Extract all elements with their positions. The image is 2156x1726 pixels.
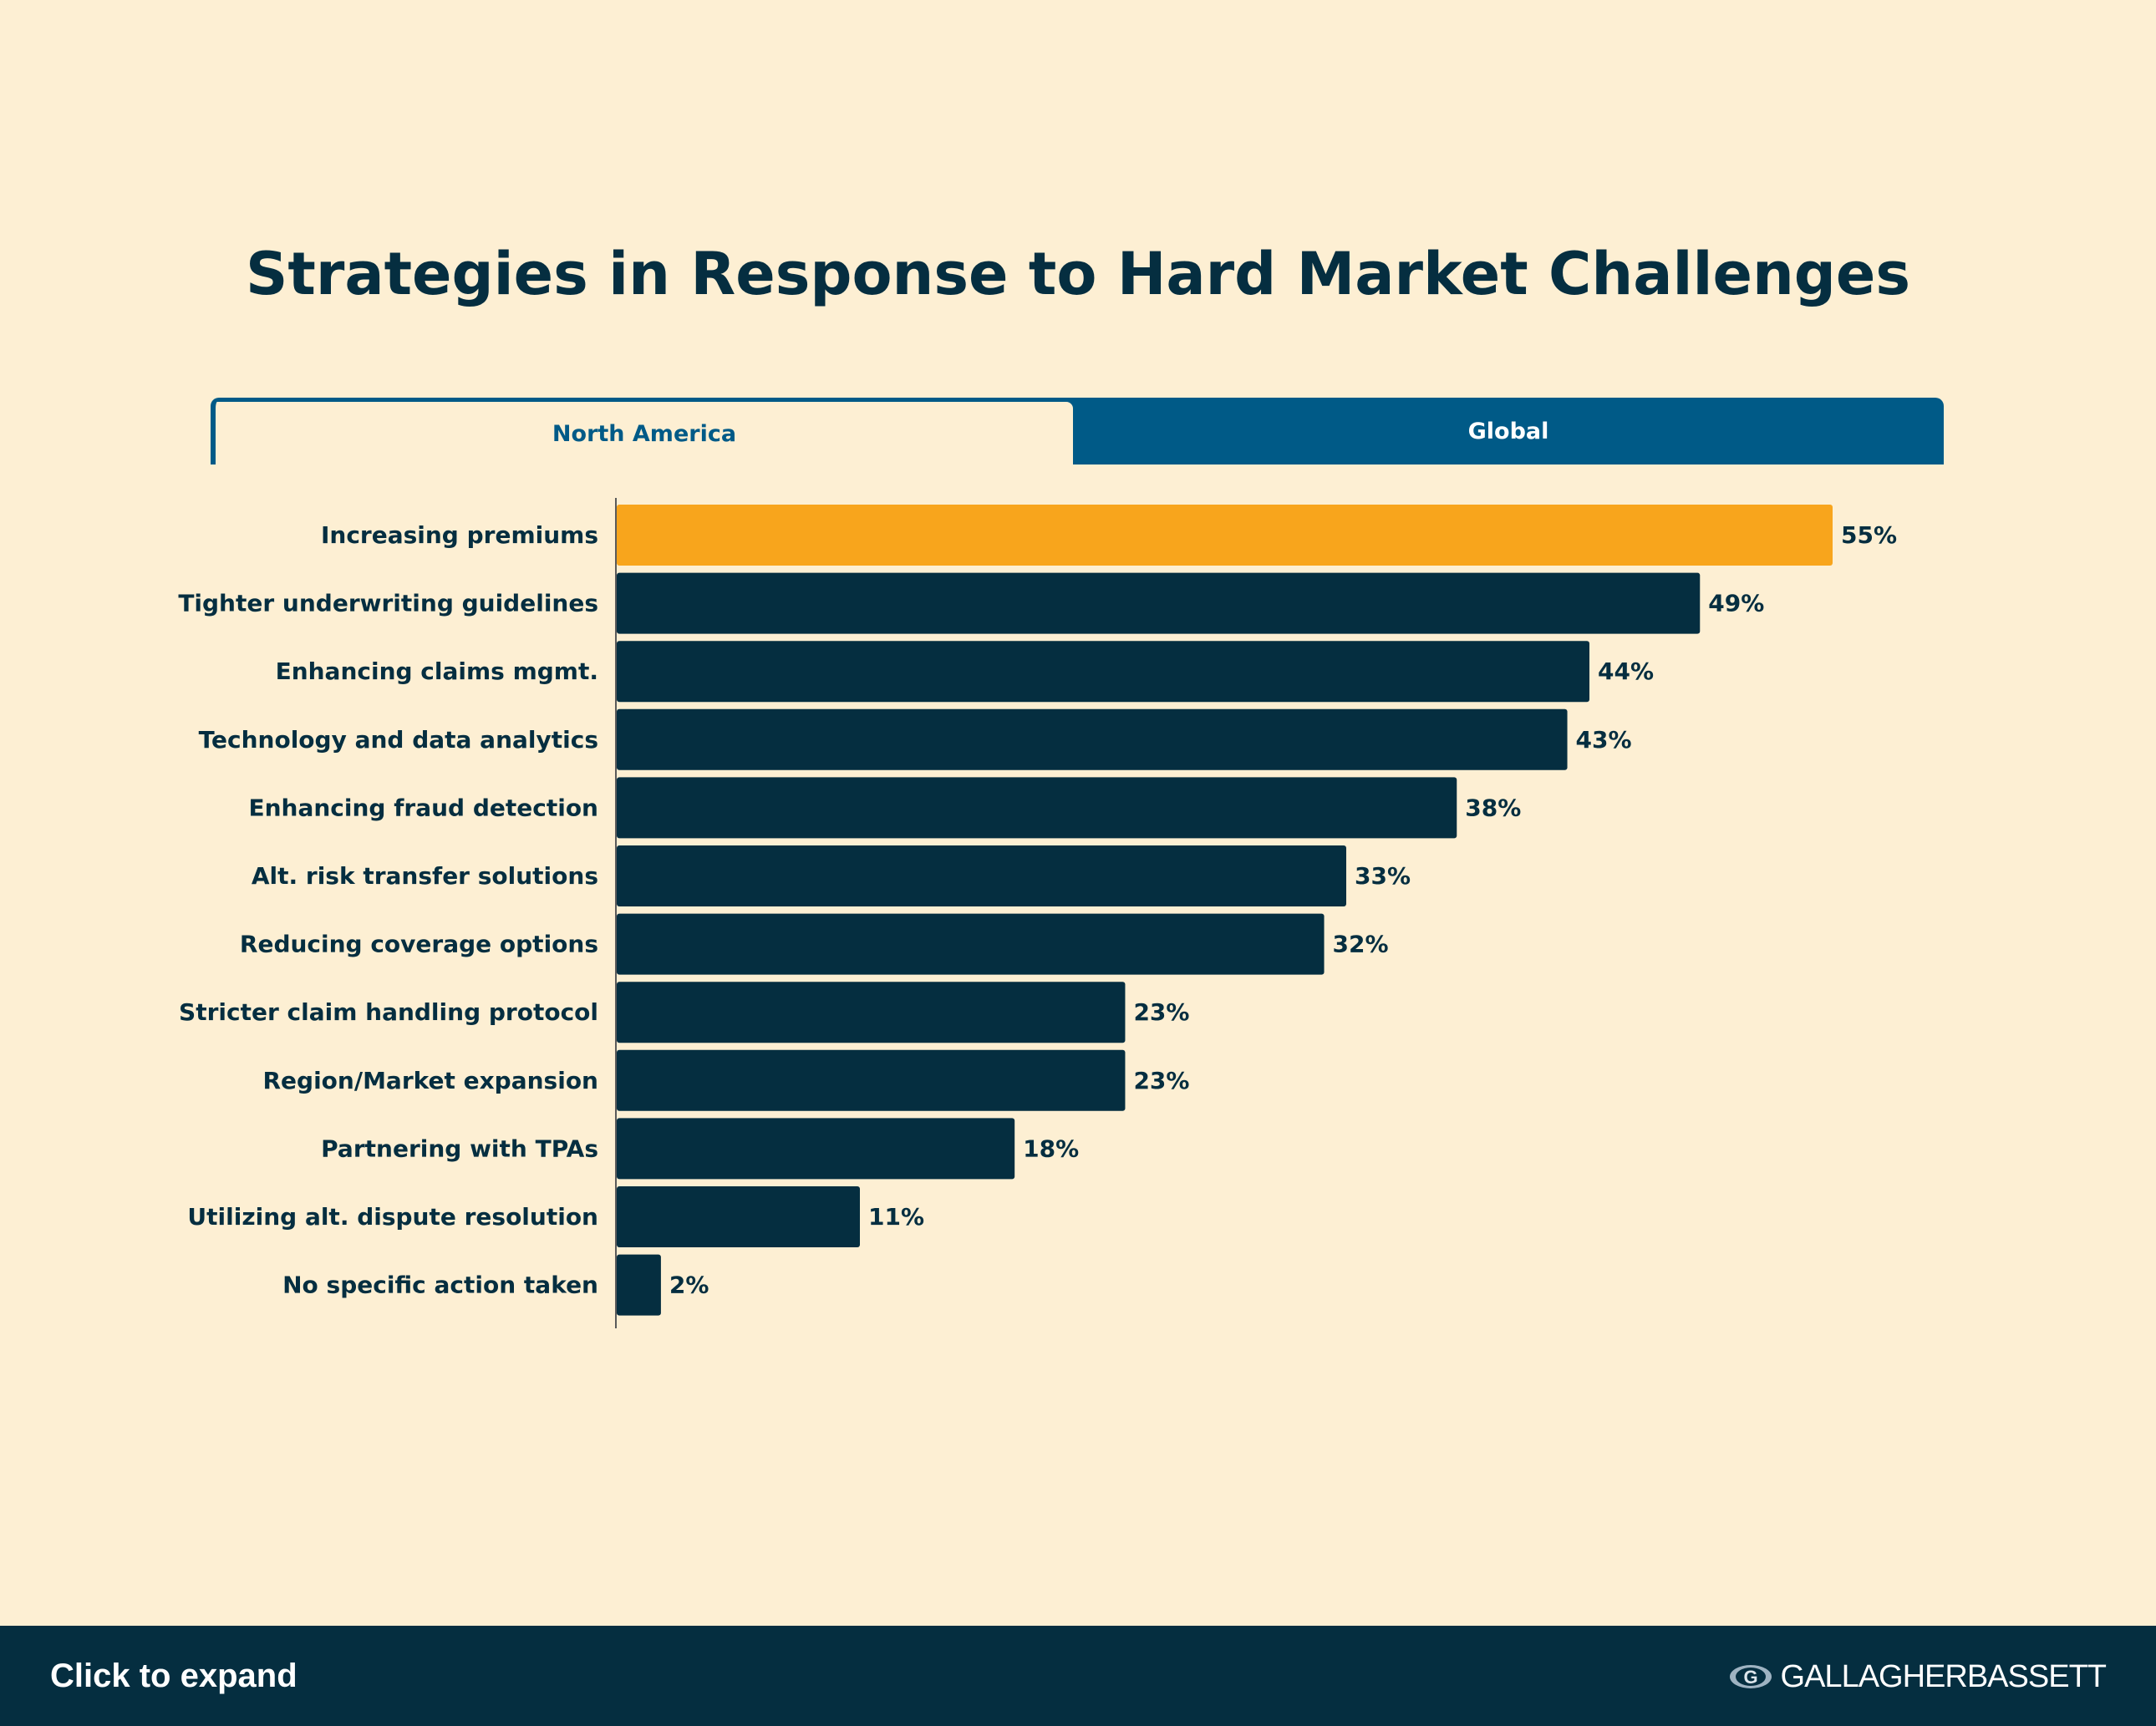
logo-text: GALLAGHERBASSETT [1780, 1658, 2107, 1694]
bar [617, 982, 1126, 1043]
bar [617, 913, 1325, 975]
category-label: Utilizing alt. dispute resolution [187, 1203, 598, 1231]
value-label: 2% [669, 1272, 709, 1299]
bar [617, 505, 1833, 566]
bar-chart: Increasing premiums 55% Tighter underwriti… [178, 498, 1897, 1328]
expand-button[interactable]: Click to expand [50, 1657, 297, 1694]
value-label: 18% [1023, 1135, 1079, 1162]
value-label: 43% [1576, 726, 1632, 754]
bar [617, 1049, 1126, 1111]
category-label: Tighter underwriting guidelines [178, 590, 598, 617]
bar [617, 1254, 661, 1316]
bar [617, 845, 1346, 906]
bar [617, 1186, 860, 1247]
svg-text:G: G [1743, 1667, 1757, 1688]
bar [617, 777, 1457, 839]
category-label: Enhancing claims mgmt. [276, 657, 598, 685]
value-label: 49% [1708, 590, 1764, 617]
category-label: Partnering with TPAs [321, 1135, 598, 1162]
bar [617, 572, 1701, 634]
value-label: 55% [1841, 521, 1897, 549]
category-label: Reducing coverage options [240, 931, 598, 958]
logo-globe-icon: G [1729, 1665, 1772, 1688]
bar [617, 641, 1589, 703]
value-label: 23% [1133, 1067, 1189, 1094]
value-label: 11% [868, 1203, 924, 1231]
value-label: 38% [1465, 794, 1521, 821]
category-label: Increasing premiums [321, 521, 598, 549]
tab-global[interactable]: Global [1467, 418, 1549, 444]
bars-group: Increasing premiums 55% Tighter underwriti… [178, 505, 1897, 1316]
value-label: 32% [1333, 931, 1389, 958]
footer-bar: Click to expand G GALLAGHERBASSETT [0, 1626, 2156, 1726]
category-label: Technology and data analytics [199, 726, 598, 754]
value-label: 23% [1133, 998, 1189, 1026]
bar [617, 708, 1568, 770]
category-label: Enhancing fraud detection [248, 794, 598, 821]
value-label: 33% [1355, 862, 1411, 890]
value-label: 44% [1598, 657, 1654, 685]
category-label: No specific action taken [282, 1272, 598, 1299]
category-label: Stricter claim handling protocol [179, 998, 598, 1026]
tab-north-america[interactable]: North America [211, 402, 1073, 464]
bar [617, 1118, 1015, 1180]
category-label: Region/Market expansion [262, 1067, 598, 1094]
region-tabs: North America Global [211, 398, 1944, 464]
gallagher-bassett-logo: G GALLAGHERBASSETT [1729, 1656, 2107, 1698]
chart-title: Strategies in Response to Hard Market Ch… [245, 240, 1911, 308]
category-label: Alt. risk transfer solutions [252, 862, 598, 890]
